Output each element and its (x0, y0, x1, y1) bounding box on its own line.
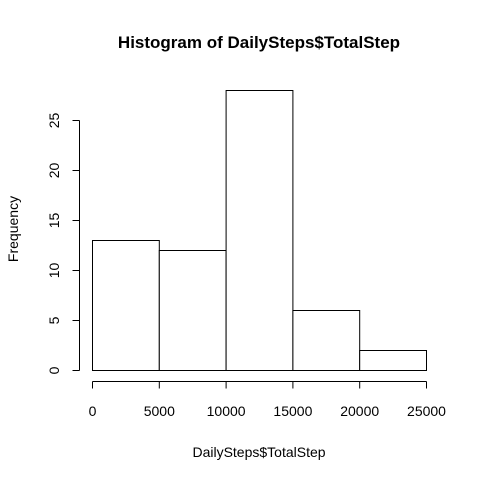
y-axis-ticks: 0 5 10 15 20 25 (46, 113, 80, 374)
x-tick-label-0: 0 (89, 403, 97, 419)
x-axis-ticks: 0 5000 10000 15000 20000 25000 (89, 381, 446, 419)
y-tick-label-4: 20 (46, 163, 62, 179)
y-tick-label-1: 5 (46, 316, 62, 324)
x-tick-label-1: 5000 (144, 403, 175, 419)
y-tick-label-3: 15 (46, 213, 62, 229)
x-tick-label-3: 15000 (273, 403, 312, 419)
x-tick-label-2: 10000 (207, 403, 246, 419)
x-axis-label: DailySteps$TotalStep (192, 444, 325, 460)
x-tick-label-5: 25000 (407, 403, 446, 419)
y-tick-label-2: 10 (46, 263, 62, 279)
y-tick-label-5: 25 (46, 113, 62, 129)
x-tick-label-4: 20000 (340, 403, 379, 419)
bars-group (92, 90, 428, 371)
histogram-bar-2 (225, 90, 294, 371)
histogram-bar-0 (92, 240, 160, 371)
histogram-bar-3 (292, 310, 361, 371)
chart-title: Histogram of DailySteps$TotalStep (118, 33, 400, 52)
histogram-bar-4 (359, 350, 428, 371)
y-axis-label: Frequency (5, 196, 21, 262)
y-tick-label-0: 0 (46, 366, 62, 374)
histogram-bar-1 (158, 250, 227, 371)
